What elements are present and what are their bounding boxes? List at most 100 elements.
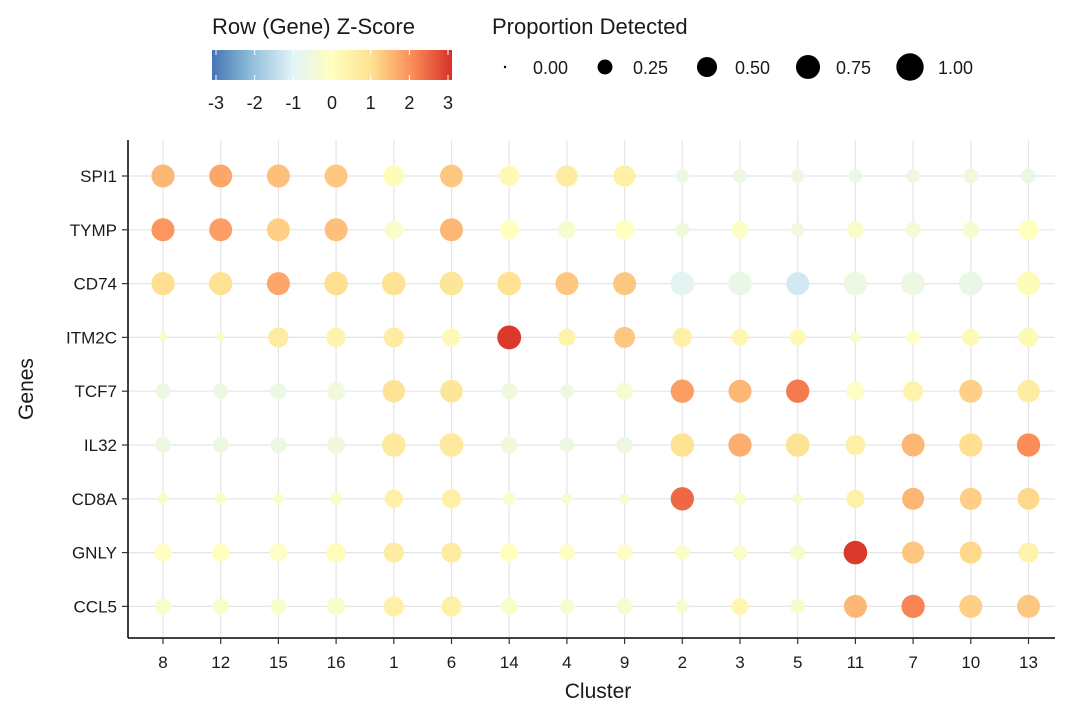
dot-itm2c-cluster-1 bbox=[383, 327, 404, 348]
dot-cd8a-cluster-12 bbox=[215, 493, 226, 504]
dot-gnly-cluster-15 bbox=[269, 543, 288, 562]
x-tick-label: 12 bbox=[211, 653, 230, 672]
dot-cd74-cluster-16 bbox=[324, 271, 348, 296]
dot-spi1-cluster-15 bbox=[266, 164, 290, 188]
dot-cd8a-cluster-7 bbox=[902, 487, 925, 510]
dot-spi1-cluster-4 bbox=[556, 165, 578, 187]
dot-itm2c-cluster-16 bbox=[326, 327, 346, 347]
y-tick-label: TCF7 bbox=[75, 382, 118, 401]
dot-cd74-cluster-3 bbox=[728, 271, 752, 296]
size-legend-label: 0.25 bbox=[633, 58, 668, 78]
dot-il32-cluster-14 bbox=[500, 436, 518, 454]
dot-tcf7-cluster-5 bbox=[786, 379, 810, 403]
dot-gnly-cluster-1 bbox=[383, 542, 404, 563]
dot-itm2c-cluster-8 bbox=[159, 333, 167, 342]
dot-il32-cluster-8 bbox=[155, 437, 171, 453]
dot-gnly-cluster-2 bbox=[674, 545, 690, 561]
dot-tcf7-cluster-12 bbox=[213, 383, 229, 399]
dot-gnly-cluster-14 bbox=[500, 543, 519, 562]
dot-cd74-cluster-2 bbox=[670, 271, 695, 296]
dot-spi1-cluster-6 bbox=[440, 164, 463, 188]
dot-gnly-cluster-3 bbox=[732, 545, 748, 561]
dot-ccl5-cluster-11 bbox=[843, 594, 867, 618]
dot-tcf7-cluster-8 bbox=[155, 383, 171, 399]
y-tick-label: CD74 bbox=[74, 275, 117, 294]
y-tick-label: SPI1 bbox=[80, 167, 117, 186]
dot-il32-cluster-9 bbox=[616, 436, 633, 454]
dot-itm2c-cluster-10 bbox=[962, 328, 980, 346]
dot-gnly-cluster-9 bbox=[616, 544, 633, 561]
color-legend-tick-label: -1 bbox=[285, 93, 301, 113]
dot-cd8a-cluster-6 bbox=[441, 489, 462, 509]
dot-cd74-cluster-10 bbox=[958, 271, 983, 296]
dot-tymp-cluster-5 bbox=[790, 223, 805, 237]
dot-gnly-cluster-13 bbox=[1018, 542, 1039, 563]
x-tick-label: 13 bbox=[1019, 653, 1038, 672]
size-legend-label: 0.75 bbox=[836, 58, 871, 78]
size-legend-label: 1.00 bbox=[938, 58, 973, 78]
dot-tymp-cluster-9 bbox=[615, 220, 635, 240]
data-points bbox=[151, 164, 1041, 619]
dot-cd8a-cluster-5 bbox=[792, 493, 803, 504]
dot-itm2c-cluster-14 bbox=[497, 325, 522, 350]
dot-il32-cluster-3 bbox=[728, 433, 752, 457]
dot-itm2c-cluster-11 bbox=[850, 332, 861, 343]
dot-gnly-cluster-10 bbox=[959, 541, 982, 564]
dot-tcf7-cluster-1 bbox=[382, 379, 406, 403]
dot-ccl5-cluster-13 bbox=[1016, 594, 1041, 618]
dot-tcf7-cluster-14 bbox=[501, 383, 518, 400]
dot-spi1-cluster-16 bbox=[324, 164, 348, 188]
x-tick-label: 6 bbox=[447, 653, 456, 672]
dot-ccl5-cluster-3 bbox=[731, 597, 749, 615]
dot-gnly-cluster-12 bbox=[211, 543, 230, 562]
dot-cd74-cluster-13 bbox=[1016, 271, 1041, 296]
dot-cd8a-cluster-16 bbox=[330, 492, 343, 505]
size-legend-dot bbox=[503, 65, 507, 69]
y-tick-label: IL32 bbox=[84, 436, 117, 455]
dot-cd74-cluster-6 bbox=[439, 271, 464, 296]
dot-ccl5-cluster-10 bbox=[959, 594, 983, 618]
x-tick-label: 11 bbox=[847, 653, 865, 672]
dot-tymp-cluster-4 bbox=[557, 220, 576, 239]
dot-cd74-cluster-11 bbox=[843, 271, 868, 296]
dot-spi1-cluster-1 bbox=[383, 165, 405, 187]
dot-ccl5-cluster-9 bbox=[616, 598, 633, 615]
size-legend-dot bbox=[896, 53, 924, 81]
dot-il32-cluster-1 bbox=[381, 433, 406, 457]
x-tick-label: 4 bbox=[562, 653, 571, 672]
dot-tymp-cluster-11 bbox=[846, 221, 864, 239]
dot-il32-cluster-13 bbox=[1016, 433, 1041, 457]
x-tick-label: 2 bbox=[678, 653, 687, 672]
dot-tcf7-cluster-2 bbox=[670, 379, 694, 403]
dot-tymp-cluster-14 bbox=[499, 220, 519, 240]
x-tick-label: 14 bbox=[500, 653, 519, 672]
dot-ccl5-cluster-12 bbox=[212, 598, 229, 615]
dot-il32-cluster-10 bbox=[959, 433, 983, 457]
dot-tymp-cluster-6 bbox=[439, 218, 464, 242]
dot-cd8a-cluster-3 bbox=[733, 492, 747, 505]
dot-spi1-cluster-10 bbox=[963, 168, 979, 184]
dot-itm2c-cluster-9 bbox=[614, 326, 636, 348]
dot-tcf7-cluster-7 bbox=[903, 381, 924, 402]
dot-ccl5-cluster-6 bbox=[441, 596, 462, 617]
color-legend: Row (Gene) Z-Score -3 -2 -1 0 1 2 3 bbox=[208, 14, 453, 113]
dot-cd8a-cluster-10 bbox=[959, 487, 982, 510]
dot-ccl5-cluster-4 bbox=[559, 598, 575, 614]
dot-spi1-cluster-8 bbox=[151, 164, 175, 188]
dot-spi1-cluster-5 bbox=[790, 169, 805, 183]
dot-itm2c-cluster-6 bbox=[442, 328, 461, 347]
x-tick-label: 5 bbox=[793, 653, 802, 672]
x-tick-label: 15 bbox=[269, 653, 288, 672]
dot-cd8a-cluster-1 bbox=[384, 489, 403, 508]
dot-spi1-cluster-13 bbox=[1021, 168, 1036, 184]
x-tick-label: 16 bbox=[327, 653, 346, 672]
dot-itm2c-cluster-7 bbox=[906, 330, 920, 345]
dot-gnly-cluster-11 bbox=[843, 540, 868, 565]
dot-gnly-cluster-5 bbox=[790, 545, 806, 561]
dot-spi1-cluster-14 bbox=[499, 165, 520, 187]
dot-itm2c-cluster-4 bbox=[558, 328, 576, 346]
size-legend-label: 0.00 bbox=[533, 58, 568, 78]
dot-tymp-cluster-3 bbox=[731, 221, 749, 239]
dot-spi1-cluster-3 bbox=[733, 169, 747, 183]
